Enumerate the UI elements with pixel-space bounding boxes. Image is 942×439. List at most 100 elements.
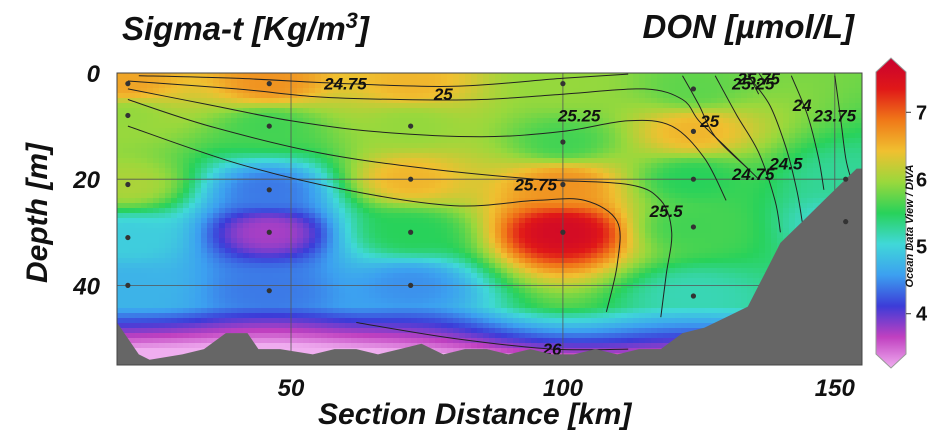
heatmap-cell bbox=[585, 83, 592, 89]
heatmap-cell bbox=[837, 88, 844, 94]
heatmap-cell bbox=[117, 133, 124, 139]
heatmap-cell bbox=[693, 108, 700, 114]
heatmap-cell bbox=[615, 148, 622, 154]
heatmap-cell bbox=[609, 213, 616, 219]
heatmap-cell bbox=[489, 98, 496, 104]
heatmap-cell bbox=[291, 83, 298, 89]
heatmap-cell bbox=[501, 143, 508, 149]
heatmap-cell bbox=[549, 73, 556, 79]
heatmap-cell bbox=[369, 243, 376, 249]
heatmap-cell bbox=[363, 143, 370, 149]
heatmap-cell bbox=[549, 168, 556, 174]
heatmap-cell bbox=[657, 93, 664, 99]
heatmap-cell bbox=[723, 83, 730, 89]
heatmap-cell bbox=[795, 108, 802, 114]
heatmap-cell bbox=[675, 178, 682, 184]
heatmap-cell bbox=[171, 223, 178, 229]
heatmap-cell bbox=[855, 118, 862, 124]
heatmap-cell bbox=[717, 168, 724, 174]
heatmap-cell bbox=[255, 178, 262, 184]
heatmap-cell bbox=[225, 138, 232, 144]
heatmap-cell bbox=[705, 88, 712, 94]
heatmap-cell bbox=[123, 128, 130, 134]
heatmap-cell bbox=[753, 163, 760, 169]
heatmap-cell bbox=[633, 108, 640, 114]
heatmap-cell bbox=[465, 228, 472, 234]
heatmap-cell bbox=[411, 173, 418, 179]
heatmap-cell bbox=[825, 103, 832, 109]
heatmap-cell bbox=[639, 103, 646, 109]
heatmap-cell bbox=[417, 178, 424, 184]
heatmap-cell bbox=[309, 243, 316, 249]
heatmap-cell bbox=[459, 268, 466, 274]
heatmap-cell bbox=[417, 238, 424, 244]
heatmap-cell bbox=[753, 103, 760, 109]
heatmap-cell bbox=[399, 158, 406, 164]
heatmap-cell bbox=[591, 103, 598, 109]
heatmap-cell bbox=[309, 148, 316, 154]
heatmap-cell bbox=[681, 73, 688, 79]
heatmap-cell bbox=[279, 223, 286, 229]
heatmap-cell bbox=[549, 268, 556, 274]
heatmap-cell bbox=[369, 118, 376, 124]
heatmap-cell bbox=[219, 268, 226, 274]
heatmap-cell bbox=[741, 93, 748, 99]
heatmap-cell bbox=[453, 93, 460, 99]
heatmap-cell bbox=[495, 108, 502, 114]
heatmap-cell bbox=[207, 198, 214, 204]
heatmap-cell bbox=[525, 263, 532, 269]
heatmap-cell bbox=[507, 183, 514, 189]
heatmap-cell bbox=[225, 263, 232, 269]
heatmap-cell bbox=[339, 138, 346, 144]
heatmap-cell bbox=[627, 103, 634, 109]
heatmap-cell bbox=[411, 228, 418, 234]
heatmap-cell bbox=[519, 118, 526, 124]
heatmap-cell bbox=[603, 143, 610, 149]
heatmap-cell bbox=[129, 153, 136, 159]
heatmap-cell bbox=[723, 253, 730, 259]
heatmap-cell bbox=[513, 178, 520, 184]
heatmap-cell bbox=[819, 193, 826, 199]
heatmap-cell bbox=[819, 158, 826, 164]
heatmap-cell bbox=[483, 128, 490, 134]
heatmap-cell bbox=[609, 138, 616, 144]
heatmap-cell bbox=[225, 193, 232, 199]
heatmap-cell bbox=[435, 243, 442, 249]
heatmap-cell bbox=[243, 93, 250, 99]
heatmap-cell bbox=[339, 133, 346, 139]
heatmap-cell bbox=[621, 133, 628, 139]
heatmap-cell bbox=[801, 178, 808, 184]
heatmap-cell bbox=[219, 243, 226, 249]
heatmap-cell bbox=[225, 183, 232, 189]
heatmap-cell bbox=[669, 243, 676, 249]
heatmap-cell bbox=[141, 183, 148, 189]
heatmap-cell bbox=[789, 203, 796, 209]
heatmap-cell bbox=[747, 233, 754, 239]
heatmap-cell bbox=[417, 203, 424, 209]
heatmap-cell bbox=[219, 193, 226, 199]
heatmap-cell bbox=[375, 93, 382, 99]
heatmap-cell bbox=[477, 258, 484, 264]
heatmap-cell bbox=[219, 178, 226, 184]
heatmap-cell bbox=[525, 233, 532, 239]
heatmap-cell bbox=[219, 158, 226, 164]
heatmap-cell bbox=[597, 113, 604, 119]
heatmap-cell bbox=[183, 138, 190, 144]
heatmap-cell bbox=[339, 253, 346, 259]
heatmap-cell bbox=[183, 103, 190, 109]
heatmap-cell bbox=[465, 183, 472, 189]
heatmap-cell bbox=[309, 173, 316, 179]
heatmap-cell bbox=[477, 153, 484, 159]
heatmap-cell bbox=[525, 133, 532, 139]
heatmap-cell bbox=[579, 128, 586, 134]
heatmap-cell bbox=[261, 268, 268, 274]
heatmap-cell bbox=[555, 173, 562, 179]
heatmap-cell bbox=[165, 198, 172, 204]
heatmap-cell bbox=[549, 138, 556, 144]
heatmap-cell bbox=[333, 83, 340, 89]
heatmap-cell bbox=[621, 153, 628, 159]
heatmap-cell bbox=[207, 128, 214, 134]
heatmap-cell bbox=[279, 188, 286, 194]
heatmap-cell bbox=[135, 128, 142, 134]
heatmap-cell bbox=[837, 108, 844, 114]
